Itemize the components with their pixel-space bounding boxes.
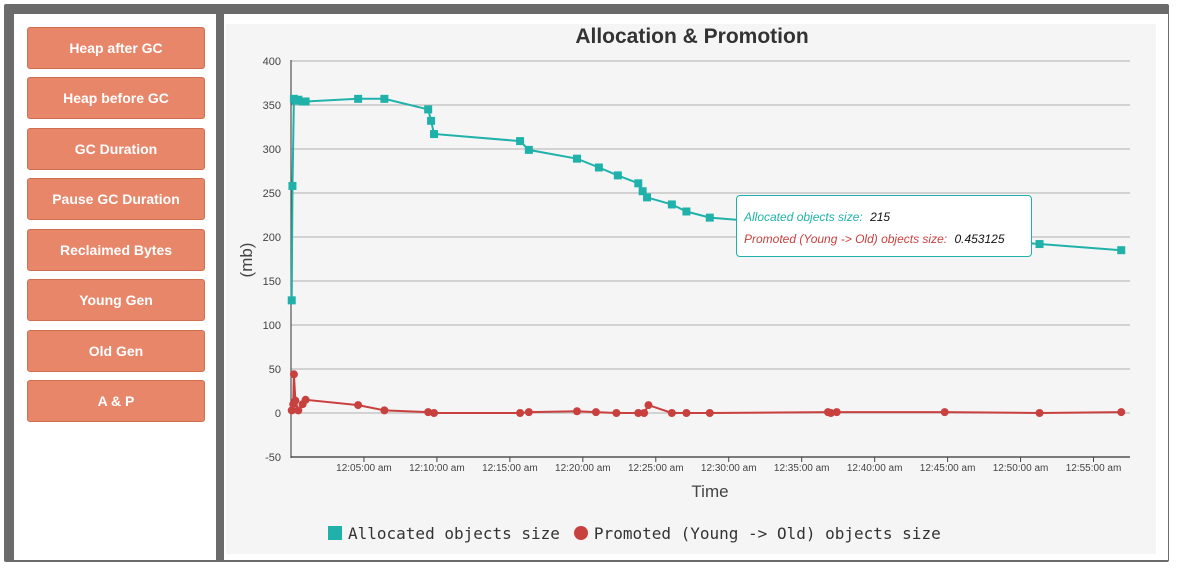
allocated-data-point[interactable] [594, 163, 603, 172]
allocated-data-point[interactable] [682, 207, 691, 216]
legend-circle-icon [573, 526, 588, 540]
promoted-data-point[interactable] [301, 395, 310, 404]
promoted-data-point[interactable] [1117, 408, 1126, 417]
grid-lines [291, 60, 1130, 458]
x-tick-label: 12:55:00 am [1066, 463, 1122, 474]
allocated-data-point[interactable] [380, 94, 389, 103]
x-tick-label: 12:20:00 am [555, 463, 611, 474]
chart-title: Allocation & Promotion [575, 25, 808, 48]
gc-duration-button[interactable]: GC Duration [27, 128, 205, 170]
legend-item-promoted[interactable]: Promoted (Young -> Old) objects size [573, 523, 941, 543]
legend-item-allocated[interactable]: Allocated objects size [328, 524, 560, 543]
promoted-data-point[interactable] [380, 406, 389, 415]
promoted-data-point[interactable] [1035, 409, 1044, 417]
x-tick-label: 12:10:00 am [409, 463, 465, 474]
reclaimed-bytes-button[interactable]: Reclaimed Bytes [27, 229, 205, 271]
promoted-data-point[interactable] [291, 396, 300, 405]
promoted-data-point[interactable] [667, 409, 676, 417]
x-tick-label: 12:25:00 am [628, 463, 684, 474]
tooltip-allocated-value: 215 [870, 210, 891, 224]
allocated-data-point[interactable] [667, 200, 676, 209]
y-tick-label: 350 [263, 100, 281, 112]
y-tick-label: 200 [263, 232, 281, 244]
allocated-data-point[interactable] [424, 105, 433, 114]
y-tick-label: 250 [263, 188, 281, 200]
promoted-data-point[interactable] [832, 408, 841, 417]
allocated-data-point[interactable] [288, 181, 297, 190]
legend: Allocated objects size Promoted (Young -… [328, 520, 955, 546]
promoted-data-point[interactable] [940, 408, 949, 417]
allocated-data-point[interactable] [524, 145, 533, 154]
promoted-data-point[interactable] [644, 401, 653, 410]
allocated-data-point[interactable] [1117, 246, 1126, 255]
promoted-data-point[interactable] [640, 409, 649, 417]
allocated-data-point[interactable] [301, 97, 310, 106]
y-tick-label: 150 [263, 276, 281, 288]
x-tick-label: 12:40:00 am [847, 463, 903, 474]
chart-background [226, 24, 1156, 554]
x-tick-label: 12:30:00 am [701, 463, 757, 474]
allocated-data-point[interactable] [294, 95, 303, 104]
promoted-series-line [290, 374, 1122, 415]
allocated-data-point[interactable] [643, 193, 652, 202]
promoted-data-point[interactable] [294, 406, 303, 415]
allocated-data-point[interactable] [572, 154, 581, 163]
promoted-data-point[interactable] [287, 406, 296, 415]
promoted-data-point[interactable] [591, 408, 600, 417]
promoted-data-point[interactable] [429, 409, 438, 417]
y-axis-label: (mb) [237, 243, 256, 278]
data-tooltip: Allocated objects size: 215 Promoted (Yo… [736, 195, 1032, 257]
allocated-data-point[interactable] [638, 187, 647, 196]
allocated-data-point[interactable] [354, 94, 363, 103]
pause-gc-duration-button[interactable]: Pause GC Duration [27, 178, 205, 220]
promoted-data-point[interactable] [612, 409, 621, 417]
young-gen-button[interactable]: Young Gen [27, 279, 205, 321]
y-tick-label: 300 [263, 144, 281, 156]
y-axis-ticks: 400 350 300 250 200 150 100 50 0 -50 [263, 56, 281, 464]
tooltip-allocated-row: Allocated objects size: 215 [744, 206, 1025, 228]
promoted-data-point[interactable] [682, 409, 691, 417]
y-tick-label: -50 [265, 452, 281, 464]
sidebar: Heap after GC Heap before GC GC Duration… [14, 14, 216, 560]
legend-allocated-label: Allocated objects size [348, 523, 560, 543]
a-and-p-button[interactable]: A & P [27, 380, 205, 422]
tooltip-promoted-value: 0.453125 [954, 232, 1005, 246]
x-axis-ticks: 12:05:00 am 12:10:00 am 12:15:00 am 12:20:0… [336, 457, 1121, 474]
promoted-data-point[interactable] [289, 370, 298, 379]
x-tick-label: 12:15:00 am [482, 463, 538, 474]
old-gen-button[interactable]: Old Gen [27, 330, 205, 372]
heap-after-gc-button[interactable]: Heap after GC [27, 27, 205, 69]
tooltip-promoted-label: Promoted (Young -> Old) objects size: [744, 232, 948, 246]
heap-before-gc-button[interactable]: Heap before GC [27, 77, 205, 119]
y-tick-label: 0 [275, 408, 281, 420]
allocated-data-point[interactable] [287, 296, 296, 305]
promoted-data-point[interactable] [524, 408, 533, 417]
x-axis-label: Time [691, 482, 728, 501]
allocated-data-point[interactable] [634, 179, 643, 188]
allocated-data-point[interactable] [705, 213, 714, 222]
x-tick-label: 12:35:00 am [774, 463, 830, 474]
legend-square-icon [328, 526, 342, 540]
allocated-data-point[interactable] [429, 130, 438, 139]
x-tick-label: 12:50:00 am [993, 463, 1049, 474]
allocated-data-point[interactable] [613, 171, 622, 180]
promoted-data-point[interactable] [354, 401, 363, 410]
x-tick-label: 12:45:00 am [920, 463, 976, 474]
promoted-data-point[interactable] [572, 407, 581, 416]
tooltip-promoted-row: Promoted (Young -> Old) objects size: 0.… [744, 228, 1025, 250]
legend-promoted-label: Promoted (Young -> Old) objects size [593, 523, 941, 543]
y-tick-label: 400 [263, 56, 281, 68]
promoted-data-point[interactable] [634, 409, 643, 417]
tooltip-allocated-label: Allocated objects size: [744, 210, 863, 224]
y-tick-label: 50 [269, 364, 281, 376]
promoted-data-point[interactable] [705, 409, 714, 417]
y-tick-label: 100 [263, 320, 281, 332]
series-layer [287, 94, 1126, 417]
x-tick-label: 12:05:00 am [336, 463, 392, 474]
allocated-data-point[interactable] [516, 137, 525, 146]
promoted-data-point[interactable] [516, 409, 525, 417]
allocated-data-point[interactable] [1035, 240, 1044, 249]
allocated-data-point[interactable] [427, 116, 436, 125]
